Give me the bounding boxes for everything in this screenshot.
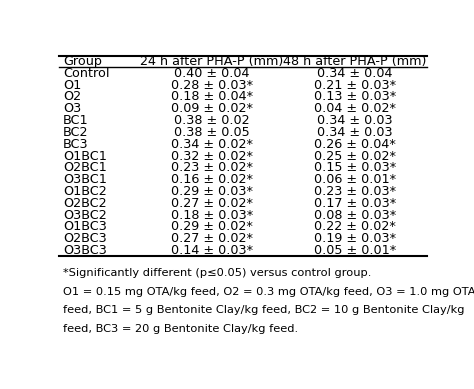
Text: 0.09 ± 0.02*: 0.09 ± 0.02*: [171, 102, 253, 115]
Text: O3: O3: [63, 102, 81, 115]
Text: 0.06 ± 0.01*: 0.06 ± 0.01*: [314, 173, 396, 186]
Text: BC2: BC2: [63, 126, 89, 139]
Text: 0.32 ± 0.02*: 0.32 ± 0.02*: [171, 149, 253, 163]
Text: 48 h after PHA-P (mm): 48 h after PHA-P (mm): [283, 55, 427, 68]
Text: 0.40 ± 0.04: 0.40 ± 0.04: [174, 67, 249, 80]
Text: 0.21 ± 0.03*: 0.21 ± 0.03*: [314, 79, 396, 92]
Text: 0.38 ± 0.05: 0.38 ± 0.05: [174, 126, 250, 139]
Text: 24 h after PHA-P (mm): 24 h after PHA-P (mm): [140, 55, 283, 68]
Text: BC1: BC1: [63, 114, 89, 127]
Text: O2BC3: O2BC3: [63, 232, 107, 245]
Text: 0.38 ± 0.02: 0.38 ± 0.02: [174, 114, 249, 127]
Text: feed, BC1 = 5 g Bentonite Clay/kg feed, BC2 = 10 g Bentonite Clay/kg: feed, BC1 = 5 g Bentonite Clay/kg feed, …: [63, 305, 465, 315]
Text: 0.29 ± 0.02*: 0.29 ± 0.02*: [171, 220, 253, 233]
Text: 0.34 ± 0.03: 0.34 ± 0.03: [317, 126, 393, 139]
Text: 0.28 ± 0.03*: 0.28 ± 0.03*: [171, 79, 253, 92]
Text: 0.22 ± 0.02*: 0.22 ± 0.02*: [314, 220, 396, 233]
Text: O3BC1: O3BC1: [63, 173, 107, 186]
Text: 0.29 ± 0.03*: 0.29 ± 0.03*: [171, 185, 253, 198]
Text: 0.34 ± 0.02*: 0.34 ± 0.02*: [171, 138, 253, 151]
Text: O3BC2: O3BC2: [63, 209, 107, 221]
Text: 0.18 ± 0.04*: 0.18 ± 0.04*: [171, 91, 253, 103]
Text: Control: Control: [63, 67, 109, 80]
Text: 0.23 ± 0.03*: 0.23 ± 0.03*: [314, 185, 396, 198]
Text: 0.04 ± 0.02*: 0.04 ± 0.02*: [314, 102, 396, 115]
Text: 0.17 ± 0.03*: 0.17 ± 0.03*: [314, 197, 396, 210]
Text: O1BC3: O1BC3: [63, 220, 107, 233]
Text: O2BC2: O2BC2: [63, 197, 107, 210]
Text: 0.14 ± 0.03*: 0.14 ± 0.03*: [171, 244, 253, 257]
Text: O3BC3: O3BC3: [63, 244, 107, 257]
Text: 0.27 ± 0.02*: 0.27 ± 0.02*: [171, 197, 253, 210]
Text: 0.05 ± 0.01*: 0.05 ± 0.01*: [314, 244, 396, 257]
Text: Group: Group: [63, 55, 102, 68]
Text: O2BC1: O2BC1: [63, 161, 107, 174]
Text: 0.27 ± 0.02*: 0.27 ± 0.02*: [171, 232, 253, 245]
Text: 0.25 ± 0.02*: 0.25 ± 0.02*: [314, 149, 396, 163]
Text: 0.15 ± 0.03*: 0.15 ± 0.03*: [314, 161, 396, 174]
Text: 0.13 ± 0.03*: 0.13 ± 0.03*: [314, 91, 396, 103]
Text: BC3: BC3: [63, 138, 89, 151]
Text: O1BC2: O1BC2: [63, 185, 107, 198]
Text: *Significantly different (p≤0.05) versus control group.: *Significantly different (p≤0.05) versus…: [63, 268, 371, 279]
Text: 0.16 ± 0.02*: 0.16 ± 0.02*: [171, 173, 253, 186]
Text: 0.23 ± 0.02*: 0.23 ± 0.02*: [171, 161, 253, 174]
Text: O2: O2: [63, 91, 81, 103]
Text: 0.34 ± 0.03: 0.34 ± 0.03: [317, 114, 393, 127]
Text: feed, BC3 = 20 g Bentonite Clay/kg feed.: feed, BC3 = 20 g Bentonite Clay/kg feed.: [63, 324, 298, 334]
Text: O1BC1: O1BC1: [63, 149, 107, 163]
Text: 0.26 ± 0.04*: 0.26 ± 0.04*: [314, 138, 396, 151]
Text: 0.19 ± 0.03*: 0.19 ± 0.03*: [314, 232, 396, 245]
Text: 0.34 ± 0.04: 0.34 ± 0.04: [317, 67, 393, 80]
Text: 0.18 ± 0.03*: 0.18 ± 0.03*: [171, 209, 253, 221]
Text: 0.08 ± 0.03*: 0.08 ± 0.03*: [314, 209, 396, 221]
Text: O1: O1: [63, 79, 81, 92]
Text: O1 = 0.15 mg OTA/kg feed, O2 = 0.3 mg OTA/kg feed, O3 = 1.0 mg OTA/kg: O1 = 0.15 mg OTA/kg feed, O2 = 0.3 mg OT…: [63, 287, 474, 297]
